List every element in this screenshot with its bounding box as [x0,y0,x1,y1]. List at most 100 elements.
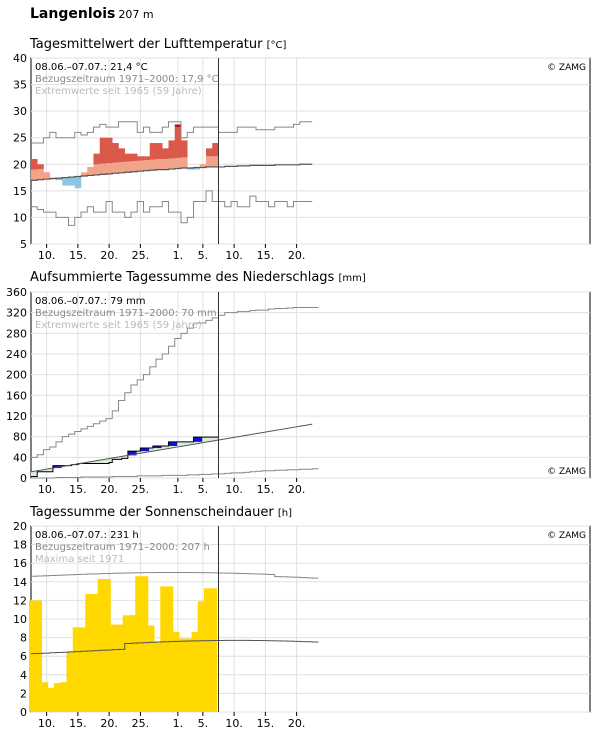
sun-xtick-label: 15. [69,717,87,729]
sun-ytick-label: 20 [13,520,27,533]
sun-reference-line: Bezugszeitraum 1971–2000: 207 h [35,542,210,553]
precip-ytick-label: 40 [13,451,27,464]
temp-anomaly-bar [68,177,76,186]
temp-xtick-label: 20. [100,249,118,262]
temp-anomaly-bar [43,172,51,180]
temp-anomaly-bar [137,160,144,172]
precip-increment-bar [127,451,137,456]
temp-extreme-max-line [31,121,313,144]
temp-chart-title: Tagesmittelwert der Lufttemperatur [°C] [30,37,286,52]
temp-ytick-label: 10 [13,211,27,224]
temp-anomaly-bar [81,172,88,176]
sun-extremes-line: Maxima seit 1971 [35,554,124,565]
temp-summary-line: 08.06.–07.07.: 21,4 °C [35,62,148,73]
precip-summary-line: 08.06.–07.07.: 79 mm [35,296,146,307]
temp-anomaly-bar [106,163,113,174]
precip-ytick-label: 0 [20,472,27,485]
precip-ytick-label: 360 [6,286,27,299]
sun-xtick-label: 15. [257,717,275,729]
temp-xtick-label: 10. [225,249,243,262]
sun-xtick-label: 20. [288,717,306,729]
precip-ytick-label: 200 [6,369,27,382]
temp-anomaly-bar [118,162,126,173]
precip-xtick-label: 10. [225,483,243,496]
sun-ytick-label: 4 [20,669,27,682]
temp-anomaly-bar [156,158,163,170]
temp-title-text: Tagesmittelwert der Lufttemperatur [30,37,263,52]
precip-plot-area [30,291,591,479]
temp-anomaly-bar [206,156,213,167]
temp-anomaly-bar [112,162,119,174]
sun-ytick-label: 0 [20,706,27,719]
sun-maxima-line [31,572,319,579]
temp-anomaly-bar [187,168,194,170]
temp-anomaly-bar [199,164,207,168]
temp-anomaly-bar [118,148,126,163]
sun-ytick-label: 12 [13,594,27,607]
precip-extreme-max-line [31,307,319,458]
station-name: Langenlois [30,6,116,22]
precip-xtick-label: 10. [38,483,56,496]
precip-ytick-label: 280 [6,327,27,340]
temp-anomaly-bar [149,159,157,171]
sun-chart-title: Tagessumme der Sonnenscheindauer [h] [30,505,292,520]
sun-title-text: Tagessumme der Sonnenscheindauer [30,505,274,520]
precip-unit: [mm] [338,273,366,284]
temp-anomaly-bar [106,137,113,164]
sun-credit: © ZAMG [547,531,586,541]
sun-ytick-label: 10 [13,613,27,626]
temp-xtick-label: 10. [38,249,56,262]
sun-xtick-label: 1. [173,717,184,729]
temp-reference-line: Bezugszeitraum 1971–2000: 17,9 °C [35,74,219,85]
temp-anomaly-bar [99,137,107,164]
temp-anomaly-bar [143,160,151,171]
temp-ytick-label: 25 [13,132,27,145]
sun-unit: [h] [277,508,292,519]
sun-ytick-label: 14 [13,576,27,589]
temp-extremes-line: Extremwerte seit 1965 (59 Jahre) [35,86,202,97]
temp-anomaly-bar [99,163,107,175]
precip-xtick-label: 1. [173,483,184,496]
station-title: Langenlois 207 m [30,6,154,22]
precip-ytick-label: 160 [6,389,27,402]
temp-anomaly-bar [162,148,169,159]
temp-xtick-label: 20. [288,249,306,262]
temp-anomaly-bar [174,157,182,169]
sun-ytick-label: 8 [20,632,27,645]
temp-xtick-label: 25. [132,249,150,262]
temp-ytick-label: 15 [13,185,27,198]
precip-xtick-label: 5. [198,483,209,496]
temp-anomaly-bar [193,167,201,170]
precip-increment-bar [152,445,162,449]
sun-xtick-label: 10. [38,717,56,729]
temp-xtick-label: 15. [69,249,87,262]
temp-anomaly-bar [31,169,38,181]
temp-anomaly-bar [112,143,119,163]
sun-xtick-label: 25. [132,717,150,729]
temp-anomaly-bar [181,140,188,158]
temp-ytick-label: 35 [13,79,27,92]
sun-bar [204,588,217,712]
temp-xtick-label: 1. [173,249,184,262]
precip-difference-area [31,437,219,477]
sun-ytick-label: 6 [20,650,27,663]
temp-anomaly-bar [143,156,151,161]
temp-anomaly-bar [212,143,219,157]
precip-credit: © ZAMG [547,467,586,477]
temp-anomaly-bar [156,143,163,159]
precip-increment-bar [193,437,203,442]
temp-anomaly-bar [56,178,63,181]
precip-ytick-label: 240 [6,348,27,361]
temp-anomaly-bar [174,127,182,158]
precip-xtick-label: 20. [288,483,306,496]
temp-xtick-label: 5. [198,249,209,262]
temp-anomaly-bar [162,158,169,170]
sun-ytick-label: 16 [13,557,27,570]
temp-anomaly-bar [206,148,213,157]
temp-anomaly-bar [37,169,44,180]
temp-anomaly-bar [87,166,94,176]
temp-xtick-label: 15. [257,249,275,262]
precip-chart-title: Aufsummierte Tagessumme des Niederschlag… [30,270,366,285]
temp-anomaly-bar [31,158,38,170]
